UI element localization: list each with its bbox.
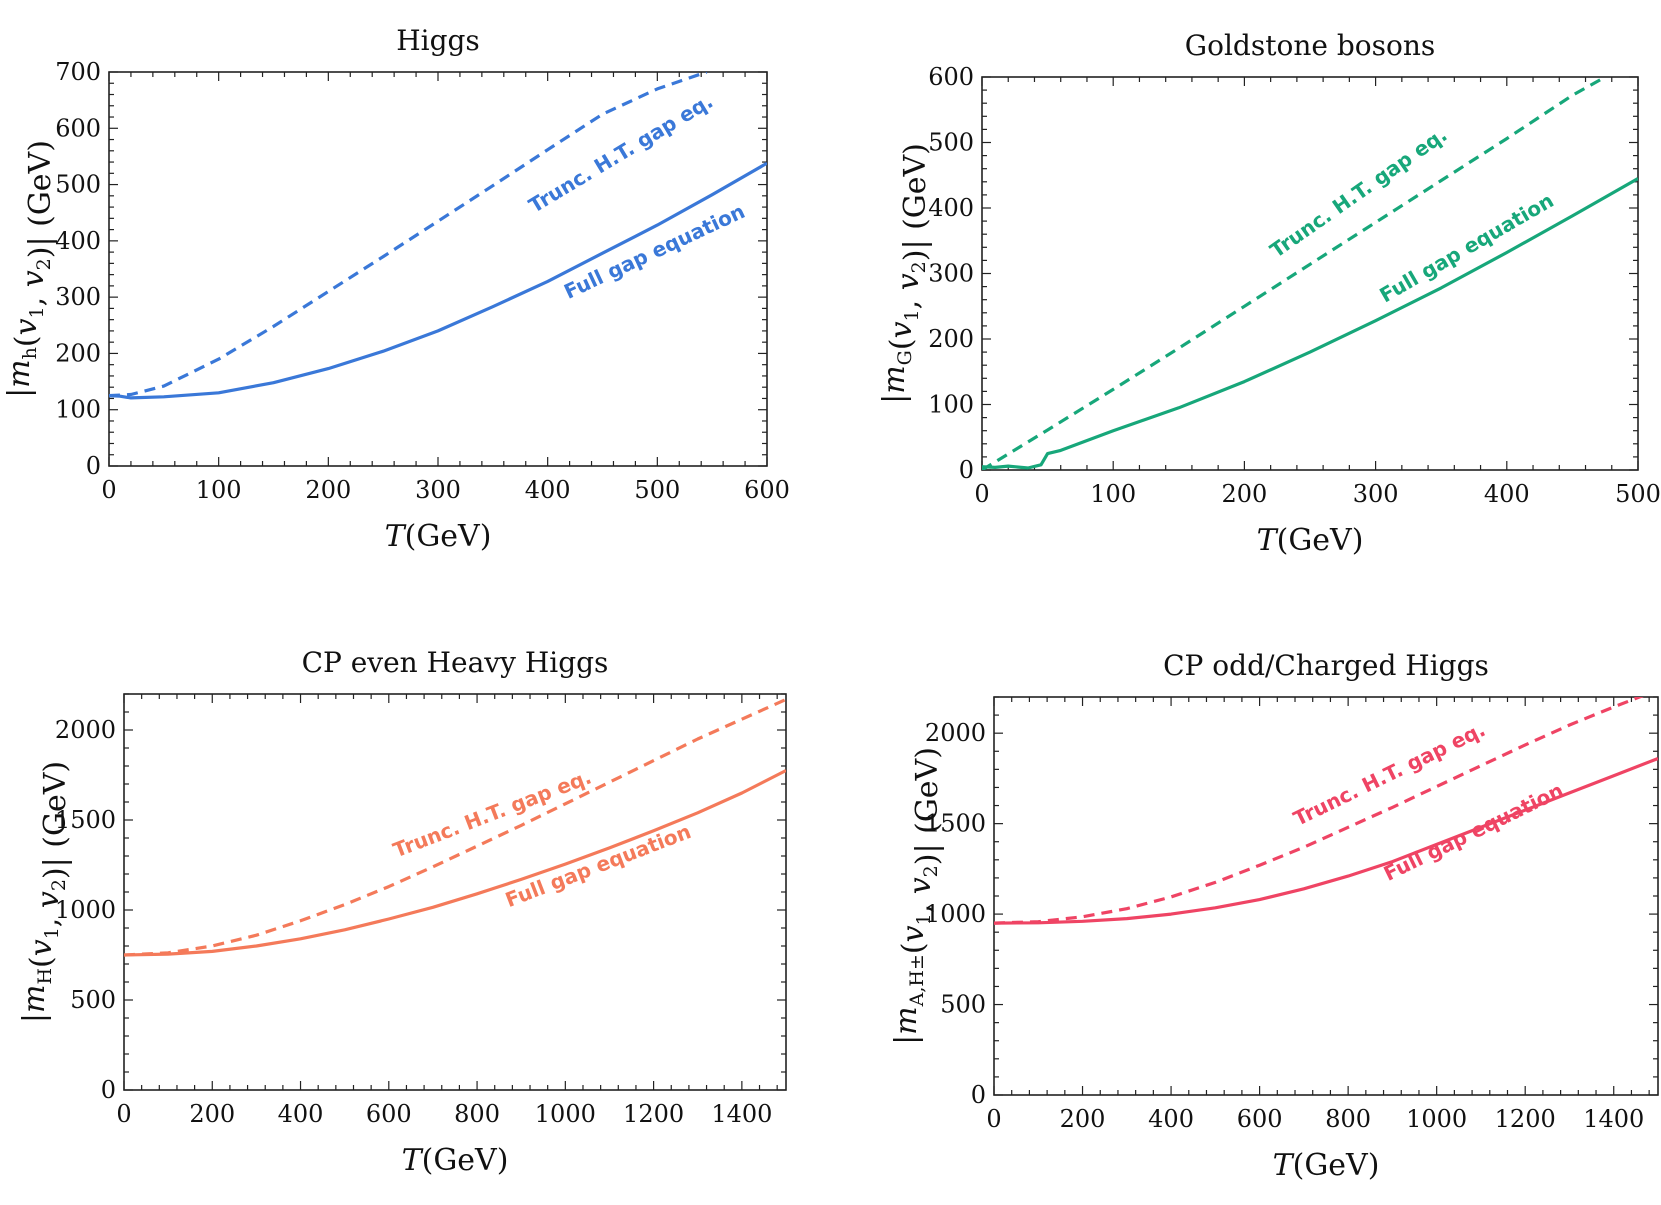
series-line-full — [109, 161, 767, 400]
y-tick-label: 600 — [928, 63, 974, 91]
x-tick-label: 800 — [1325, 1105, 1371, 1133]
panel-title: CP odd/Charged Higgs — [1163, 649, 1489, 682]
curve-label-truncated: Trunc. H.T. gap eq. — [1290, 717, 1490, 831]
plot-frame — [993, 696, 1659, 1096]
x-tick-label: 400 — [1148, 1105, 1194, 1133]
curve-label-truncated: Trunc. H.T. gap eq. — [390, 765, 595, 863]
x-tick-label: 200 — [189, 1100, 235, 1128]
x-tick-label: 300 — [415, 476, 461, 504]
y-tick-label: 300 — [928, 260, 974, 288]
series-line-full — [982, 177, 1638, 470]
x-tick-label: 1200 — [1495, 1105, 1556, 1133]
panel-title: Higgs — [396, 24, 480, 57]
series-line-truncated — [109, 72, 708, 398]
y-tick-label: 200 — [55, 339, 101, 367]
x-tick-label: 1000 — [1406, 1105, 1467, 1133]
y-tick-label: 1000 — [925, 900, 986, 928]
x-tick-label: 300 — [1353, 480, 1399, 508]
y-tick-label: 300 — [55, 283, 101, 311]
x-axis-label: T(GeV) — [385, 519, 492, 554]
x-tick-label: 400 — [525, 476, 571, 504]
y-axis-label: |mH(v1, v2)| (GeV) — [17, 761, 73, 1023]
y-tick-label: 0 — [959, 456, 974, 484]
series-line-full — [994, 757, 1658, 925]
curve-label-truncated: Trunc. H.T. gap eq. — [525, 89, 718, 218]
x-tick-label: 800 — [454, 1100, 500, 1128]
y-tick-label: 0 — [971, 1081, 986, 1109]
x-axis-label: T(GeV) — [1273, 1148, 1380, 1183]
y-tick-label: 1500 — [55, 806, 116, 834]
x-tick-label: 600 — [1237, 1105, 1283, 1133]
x-tick-label: 400 — [1484, 480, 1530, 508]
y-tick-label: 500 — [70, 986, 116, 1014]
x-tick-label: 500 — [1615, 480, 1661, 508]
x-tick-label: 500 — [634, 476, 680, 504]
y-tick-label: 100 — [55, 396, 101, 424]
y-axis-label: |mh(v1, v2)| (GeV) — [2, 140, 58, 398]
curve-label-full: Full gap equation — [1380, 778, 1567, 886]
x-axis-label: T(GeV) — [1257, 523, 1364, 558]
x-tick-label: 200 — [1221, 480, 1267, 508]
x-tick-label: 600 — [366, 1100, 412, 1128]
x-tick-label: 1400 — [711, 1100, 772, 1128]
y-tick-label: 600 — [55, 114, 101, 142]
series-line-truncated — [982, 77, 1606, 470]
panel-higgs: Higgs 0 100 200 300 400 500 600 0 100 200 300 400 500… — [2, 24, 790, 554]
y-tick-label: 2000 — [925, 719, 986, 747]
panel-cp-even: CP even Heavy Higgs 0 200 400 600 800 1000 1200… — [17, 646, 787, 1178]
panel-title: Goldstone bosons — [1185, 29, 1436, 62]
x-tick-label: 400 — [278, 1100, 324, 1128]
y-tick-label: 2000 — [55, 716, 116, 744]
panel-cp-odd: CP odd/Charged Higgs 0 200 400 600 800 1000 120… — [889, 649, 1659, 1183]
y-tick-label: 1500 — [925, 810, 986, 838]
y-tick-label: 400 — [928, 194, 974, 222]
panel-goldstone: Goldstone bosons 0 100 200 300 400 500 0 100 200 3… — [877, 29, 1661, 558]
y-tick-label: 1000 — [55, 896, 116, 924]
x-tick-label: 0 — [986, 1105, 1001, 1133]
x-tick-label: 1000 — [535, 1100, 596, 1128]
curve-label-full: Full gap equation — [560, 199, 748, 304]
y-tick-label: 100 — [928, 391, 974, 419]
x-tick-label: 100 — [196, 476, 242, 504]
y-tick-label: 0 — [101, 1076, 116, 1104]
y-tick-label: 200 — [928, 325, 974, 353]
series-line-truncated — [124, 697, 786, 957]
x-axis-label: T(GeV) — [402, 1143, 509, 1178]
y-axis-label: |mA,H±(v1, v2)| (GeV) — [889, 747, 945, 1045]
y-tick-label: 500 — [940, 991, 986, 1019]
y-axis-label: |mG(v1, v2)| (GeV) — [877, 143, 933, 404]
x-tick-label: 600 — [744, 476, 790, 504]
y-tick-label: 500 — [55, 171, 101, 199]
x-tick-label: 200 — [305, 476, 351, 504]
x-tick-label: 1400 — [1583, 1105, 1644, 1133]
x-tick-label: 100 — [1090, 480, 1136, 508]
y-tick-label: 500 — [928, 129, 974, 157]
curve-label-truncated: Trunc. H.T. gap eq. — [1265, 122, 1451, 262]
series-line-full — [124, 769, 786, 957]
plot-frame — [123, 693, 787, 1091]
series-line-truncated — [994, 697, 1644, 925]
x-tick-label: 0 — [116, 1100, 131, 1128]
x-tick-label: 200 — [1060, 1105, 1106, 1133]
y-tick-label: 0 — [86, 452, 101, 480]
x-tick-label: 0 — [101, 476, 116, 504]
y-tick-label: 400 — [55, 227, 101, 255]
x-tick-label: 0 — [974, 480, 989, 508]
panel-title: CP even Heavy Higgs — [302, 646, 609, 679]
x-tick-label: 1200 — [623, 1100, 684, 1128]
curve-label-full: Full gap equation — [502, 819, 694, 912]
y-tick-label: 700 — [55, 58, 101, 86]
